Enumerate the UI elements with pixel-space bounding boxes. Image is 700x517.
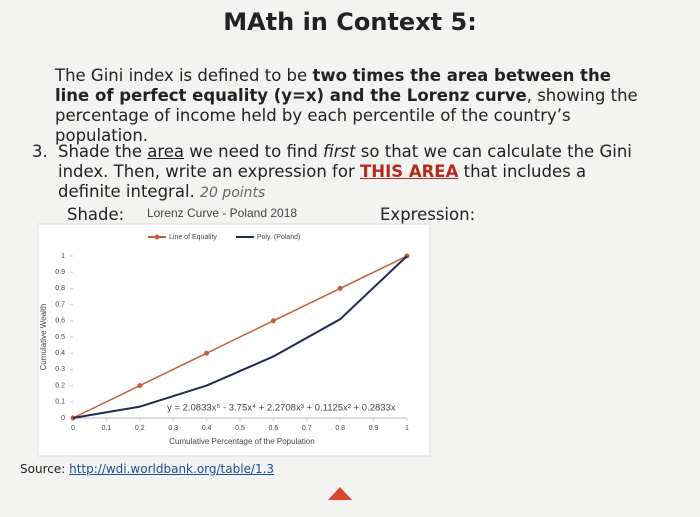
marker bbox=[270, 318, 276, 324]
text: , showing the percentage of income held … bbox=[55, 86, 638, 145]
source: Source: http://wdi.worldbank.org/table/1… bbox=[20, 462, 274, 476]
marker bbox=[337, 285, 343, 291]
marker bbox=[137, 383, 143, 389]
y-tick-label: 0.5 bbox=[55, 334, 65, 341]
annotation: y = 2.0833x⁵ - 3.75x⁴ + 2.2708x³ + 0.112… bbox=[167, 403, 396, 414]
x-tick-label: 0.4 bbox=[202, 425, 212, 432]
question-number: 3. bbox=[32, 142, 48, 161]
y-axis-label: Cumulative Wealth bbox=[39, 304, 48, 371]
x-tick-label: 0.7 bbox=[302, 425, 312, 432]
x-tick-label: 0.9 bbox=[369, 425, 379, 432]
y-tick-label: 0 bbox=[61, 415, 65, 422]
marker bbox=[204, 350, 210, 356]
text: so that we can calculate the Gini index.… bbox=[58, 142, 632, 181]
legend-label: Poly. (Poland) bbox=[257, 234, 300, 241]
y-tick-label: 0.4 bbox=[55, 350, 65, 357]
y-tick-label: 0.8 bbox=[55, 285, 65, 292]
title: MAth in Context 5: bbox=[223, 8, 477, 36]
text: that includes a definite integral. bbox=[58, 162, 587, 201]
points: 20 points bbox=[200, 185, 266, 201]
text: The Gini index is defined to be bbox=[55, 66, 313, 85]
y-tick-label: 1 bbox=[61, 253, 65, 260]
italic: first bbox=[323, 142, 356, 161]
x-tick-label: 0.8 bbox=[335, 425, 345, 432]
y-tick-label: 0.9 bbox=[55, 269, 65, 276]
legend-marker bbox=[154, 234, 160, 240]
emphasis: THIS AREA bbox=[360, 162, 459, 181]
chart-title: Lorenz Curve - Poland 2018 bbox=[147, 206, 297, 220]
source-link[interactable]: http://wdi.worldbank.org/table/1.3 bbox=[69, 462, 275, 476]
y-tick-label: 0.2 bbox=[55, 382, 65, 389]
x-tick-label: 1 bbox=[405, 425, 409, 432]
legend-label: Line of Equality bbox=[169, 234, 217, 241]
x-axis-label: Cumulative Percentage of the Population bbox=[169, 437, 314, 446]
x-tick-label: 0.1 bbox=[102, 425, 112, 432]
triangle-icon bbox=[328, 487, 352, 500]
x-tick-label: 0.6 bbox=[269, 425, 279, 432]
question: Shade the area we need to find first so … bbox=[58, 142, 648, 203]
x-tick-label: 0.2 bbox=[135, 425, 145, 432]
shade-label: Shade: bbox=[67, 205, 125, 224]
intro: The Gini index is defined to be two time… bbox=[55, 66, 650, 146]
series-line bbox=[72, 255, 408, 419]
y-tick-label: 0.3 bbox=[55, 366, 65, 373]
series-line bbox=[72, 255, 408, 419]
text: Shade the bbox=[58, 142, 148, 161]
x-tick-label: 0.5 bbox=[235, 425, 245, 432]
y-tick-label: 0.7 bbox=[55, 301, 65, 308]
x-tick-label: 0 bbox=[71, 425, 75, 432]
text: we need to find bbox=[184, 142, 324, 161]
bold-text: two times the area between the line of p… bbox=[55, 66, 611, 105]
underlined: area bbox=[147, 142, 185, 161]
source-label: Source: bbox=[20, 462, 66, 476]
expression-label: Expression: bbox=[380, 205, 476, 224]
y-tick-label: 0.1 bbox=[55, 399, 65, 406]
y-tick-label: 0.6 bbox=[55, 318, 65, 325]
x-tick-label: 0.3 bbox=[168, 425, 178, 432]
